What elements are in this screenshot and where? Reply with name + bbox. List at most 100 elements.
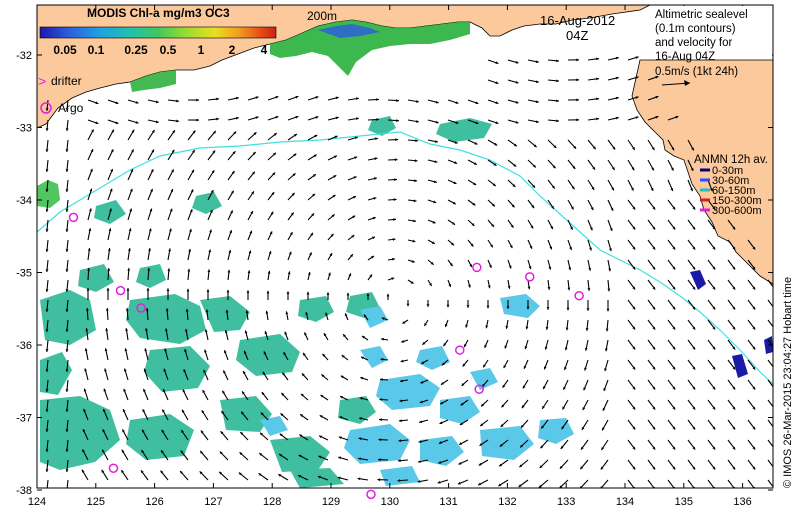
velocity-arrowhead: [588, 267, 592, 271]
velocity-arrowhead: [176, 99, 179, 103]
velocity-arrowhead: [245, 310, 249, 314]
velocity-arrowhead: [180, 470, 183, 474]
velocity-arrowhead: [468, 284, 471, 288]
velocity-scale-arrowhead: [684, 80, 690, 86]
velocity-arrowhead: [273, 133, 277, 136]
velocity-arrowhead: [348, 273, 352, 277]
plot-frame: [36, 4, 774, 489]
velocity-arrowhead: [532, 164, 536, 168]
velocity-arrowhead: [291, 192, 295, 196]
velocity-arrowhead: [462, 363, 466, 367]
velocity-arrowhead: [65, 149, 69, 152]
velocity-arrowhead: [752, 366, 756, 370]
velocity-arrowhead: [478, 462, 482, 466]
velocity-arrowhead: [135, 120, 139, 124]
velocity-arrowhead: [238, 472, 242, 476]
velocity-arrowhead: [340, 375, 344, 379]
velocity-arrowhead: [430, 261, 434, 265]
velocity-arrowhead: [692, 406, 696, 410]
velocity-arrowhead: [375, 137, 378, 141]
velocity-arrowhead: [528, 266, 532, 270]
velocity-arrowhead: [143, 368, 147, 372]
velocity-arrowhead: [652, 466, 656, 470]
velocity-arrowhead: [235, 116, 239, 120]
velocity-arrowhead: [344, 313, 348, 317]
velocity-arrowhead: [732, 246, 736, 250]
argo-float-marker: [524, 272, 535, 282]
velocity-arrowhead: [529, 245, 533, 249]
velocity-arrowhead: [495, 61, 499, 65]
velocity-arrowhead: [187, 268, 191, 272]
platform-legend: > drifter Argo: [38, 73, 84, 115]
velocity-arrowhead: [446, 304, 450, 308]
velocity-arrowhead: [471, 223, 475, 226]
velocity-arrowhead: [732, 286, 736, 290]
velocity-arrowhead: [127, 248, 131, 251]
velocity-arrowhead: [692, 366, 696, 370]
velocity-arrowhead: [102, 449, 105, 453]
velocity-arrowhead: [164, 348, 168, 352]
velocity-arrow: [767, 379, 773, 388]
velocity-arrowhead: [223, 370, 226, 374]
velocity-arrowhead: [371, 255, 374, 259]
velocity-arrowhead: [732, 446, 736, 450]
x-axis: 124 125 126 127 128 129 130 131 132 133 134 135 136: [28, 5, 752, 508]
velocity-arrowhead: [505, 325, 509, 329]
velocity-arrowhead: [605, 328, 609, 332]
colorbar-tick-label: 4: [261, 43, 268, 57]
velocity-arrowhead: [85, 328, 89, 331]
velocity-arrowhead: [495, 101, 499, 105]
velocity-arrowhead: [520, 444, 524, 448]
velocity-arrowhead: [752, 246, 756, 250]
velocity-arrowhead: [672, 266, 676, 270]
velocity-arrowhead: [466, 305, 470, 308]
velocity-arrowhead: [362, 335, 365, 339]
velocity-arrowhead: [46, 489, 49, 492]
velocity-arrowhead: [88, 208, 92, 212]
velocity-arrowhead: [435, 140, 438, 143]
velocity-arrowhead: [312, 193, 316, 197]
velocity-arrowhead: [221, 410, 225, 414]
velocity-arrowhead: [501, 404, 505, 408]
velocity-arrowhead: [526, 306, 530, 310]
velocity-arrowhead: [712, 466, 716, 470]
velocity-arrowhead: [492, 183, 496, 187]
velocity-arrowhead: [84, 368, 88, 372]
velocity-arrowhead: [65, 189, 69, 192]
velocity-arrowhead: [329, 253, 333, 257]
velocity-arrowhead: [459, 422, 463, 425]
velocity-arrow: [727, 479, 735, 488]
velocity-arrow: [46, 479, 49, 488]
velocity-arrowhead: [491, 223, 494, 227]
x-tick-label: 131: [439, 496, 457, 508]
velocity-arrowhead: [635, 76, 639, 79]
velocity-arrowhead: [426, 304, 430, 307]
velocity-arrowhead: [515, 120, 519, 124]
velocity-arrowhead: [141, 449, 145, 453]
velocity-arrowhead: [135, 100, 139, 104]
velocity-arrowhead: [604, 348, 608, 352]
velocity-arrowhead: [219, 471, 223, 475]
velocity-arrowhead: [328, 272, 331, 276]
velocity-arrowhead: [635, 116, 639, 119]
velocity-arrowhead: [692, 266, 696, 270]
velocity-arrowhead: [338, 436, 342, 440]
velocity-arrowhead: [87, 248, 91, 251]
velocity-arrowhead: [358, 437, 362, 441]
velocity-arrowhead: [615, 96, 619, 100]
velocity-arrowhead: [607, 288, 611, 292]
velocity-arrowhead: [323, 333, 327, 337]
velocity-arrowhead: [544, 346, 548, 350]
velocity-arrowhead: [210, 209, 213, 213]
velocity-arrowhead: [451, 242, 455, 246]
velocity-arrowhead: [752, 386, 756, 390]
velocity-arrowhead: [601, 447, 605, 451]
y-tick-label: -32: [16, 50, 32, 62]
velocity-arrowhead: [438, 441, 442, 444]
velocity-arrowhead: [330, 233, 334, 237]
x-tick-label: 133: [557, 496, 575, 508]
velocity-arrowhead: [204, 349, 207, 353]
velocity-arrowhead: [543, 366, 547, 370]
velocity-arrowhead: [652, 406, 656, 410]
